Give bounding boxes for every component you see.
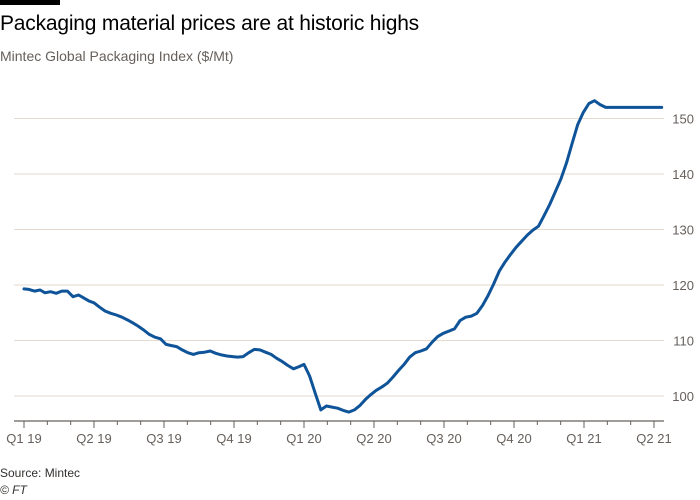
series-line: [22, 99, 664, 414]
x-tick-label: Q4 20: [496, 431, 531, 446]
y-tick-label: 130: [672, 223, 694, 238]
x-tick-label: Q2 21: [636, 431, 671, 446]
y-tick-label: 110: [673, 334, 694, 349]
y-tick-label: 100: [672, 389, 694, 404]
x-tick-label: Q1 21: [566, 431, 601, 446]
chart-title: Packaging material prices are at histori…: [0, 12, 419, 35]
x-tick-label: Q3 20: [426, 431, 461, 446]
chart-subtitle: Mintec Global Packaging Index ($/Mt): [0, 48, 234, 64]
y-tick-label: 120: [672, 278, 694, 293]
source-note: Source: Mintec: [0, 466, 81, 480]
ft-credit: © FT: [0, 483, 27, 497]
x-tick-label: Q4 19: [216, 431, 251, 446]
x-tick-label: Q3 19: [146, 431, 181, 446]
x-tick-label: Q1 20: [286, 431, 321, 446]
x-tick-label: Q2 20: [356, 431, 391, 446]
x-tick-label: Q2 19: [76, 431, 111, 446]
y-tick-label: 150: [672, 112, 694, 127]
ft-top-bar: [0, 0, 60, 5]
x-tick-label: Q1 19: [6, 431, 41, 446]
y-tick-label: 140: [672, 167, 694, 182]
